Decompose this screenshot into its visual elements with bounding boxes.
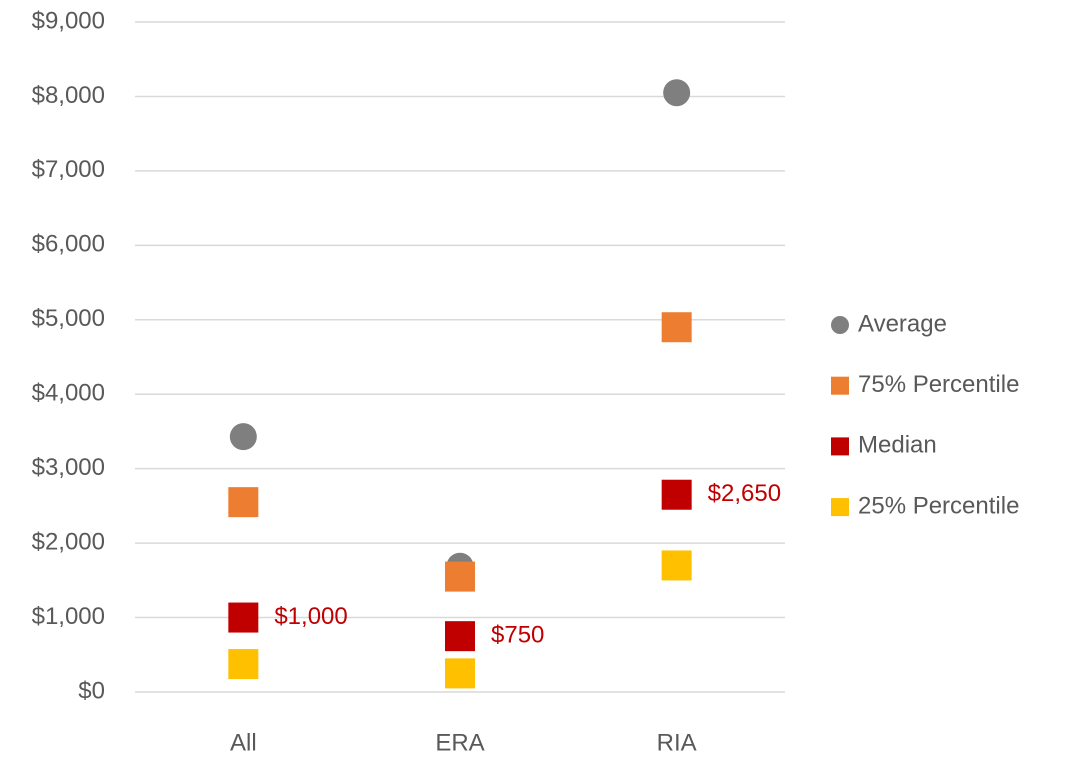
y-tick-label: $4,000 [32, 380, 105, 407]
x-tick-label: RIA [657, 729, 697, 756]
legend-label: Median [858, 432, 937, 459]
legend-label: 25% Percentile [858, 492, 1019, 519]
data-label: $1,000 [274, 603, 347, 630]
legend-label: Average [858, 310, 947, 337]
x-tick-label: All [230, 729, 257, 756]
data-label: $750 [491, 622, 544, 649]
legend-marker [831, 498, 849, 517]
data-point [661, 312, 692, 343]
legend-label: 75% Percentile [858, 371, 1019, 398]
y-tick-label: $3,000 [32, 454, 105, 481]
legend-marker [831, 316, 849, 334]
data-point [661, 550, 692, 581]
data-point [229, 423, 257, 451]
legend-marker [831, 437, 849, 456]
y-tick-label: $6,000 [32, 231, 105, 258]
y-tick-label: $7,000 [32, 156, 105, 183]
data-point [663, 79, 691, 107]
data-label: $2,650 [708, 480, 781, 507]
data-point [445, 561, 475, 592]
y-tick-label: $5,000 [32, 305, 105, 332]
data-point [228, 602, 259, 633]
y-tick-label: $1,000 [32, 603, 105, 630]
data-point [661, 479, 692, 510]
data-point [445, 621, 475, 652]
y-tick-label: $9,000 [32, 7, 105, 34]
legend-marker [831, 376, 849, 395]
y-tick-label: $8,000 [32, 82, 105, 109]
x-tick-label: ERA [435, 729, 484, 756]
y-tick-label: $0 [78, 677, 105, 704]
y-tick-label: $2,000 [32, 528, 105, 555]
data-point [228, 649, 259, 680]
data-point [445, 658, 475, 689]
data-point [228, 487, 259, 518]
